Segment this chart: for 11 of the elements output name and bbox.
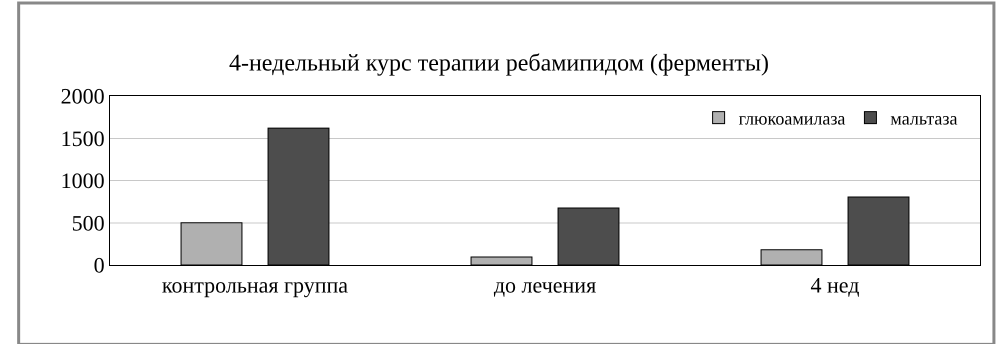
x-tick-label: контрольная группа [162,272,348,298]
y-tick-label: 0 [94,252,105,278]
legend-label: мальтаза [890,108,958,129]
legend-label: глюкоамилаза [738,108,846,129]
y-tick-label: 1000 [60,168,105,194]
x-tick-label: 4 нед [810,272,860,298]
y-tick-label: 500 [72,210,105,236]
x-tick-label: до лечения [494,272,596,298]
y-tick-label: 1500 [60,126,105,151]
chart-title: 4-недельный курс терапии ребамипидом (ферменты) [228,50,770,76]
y-tick-label: 2000 [60,84,105,109]
